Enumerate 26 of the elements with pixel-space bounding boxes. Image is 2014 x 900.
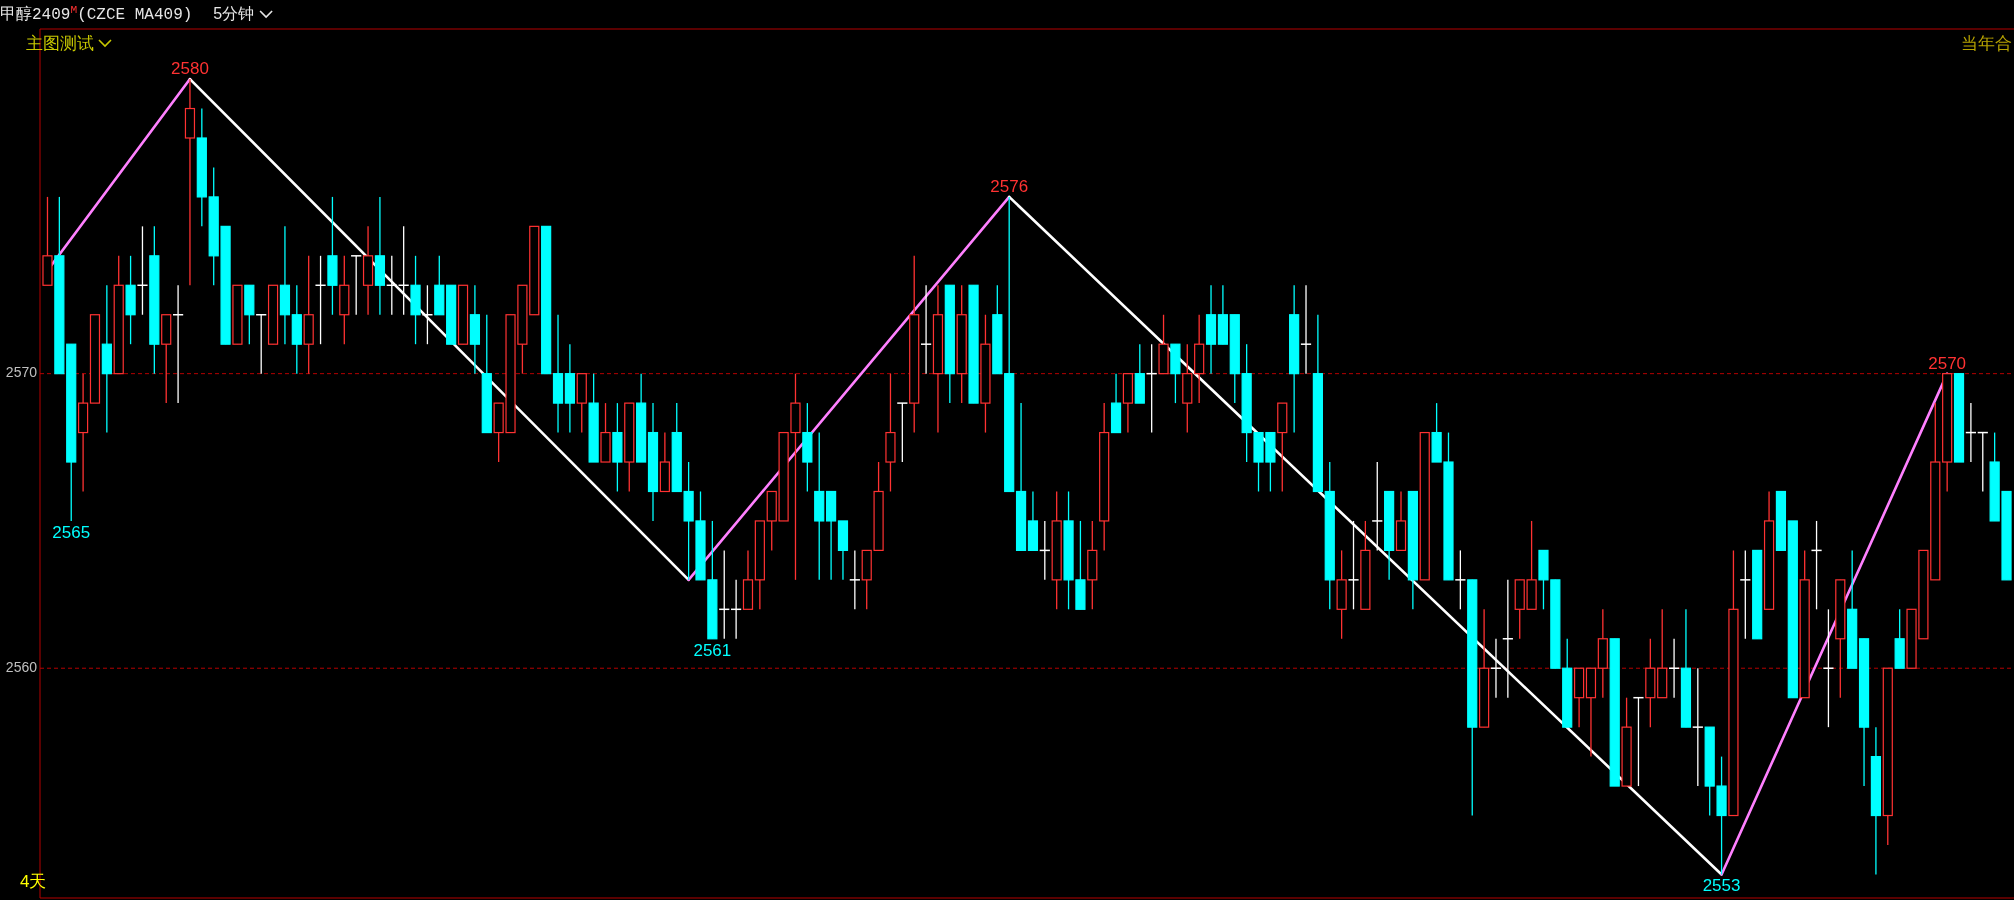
chart-title: 甲醇2409$^{M}$(CZCE MA409) [0, 4, 193, 24]
annotation: 2561 [693, 640, 732, 660]
candlestick [1822, 608, 1835, 728]
annotation: 2576 [990, 176, 1029, 196]
candlestick [350, 255, 363, 316]
annotation: 2565 [52, 522, 91, 542]
candlestick [1668, 638, 1680, 699]
candlestick [1454, 549, 1467, 610]
annotation: 2553 [1702, 876, 1741, 896]
annotation: 主图测试 [26, 34, 94, 53]
chart-subtitle: 5分钟 [213, 5, 255, 22]
candlestick [1502, 579, 1514, 699]
candlestick [896, 402, 909, 463]
annotation: 4天 [20, 872, 47, 891]
candlestick [1347, 520, 1360, 610]
candlestick [848, 549, 861, 610]
candlestick [920, 284, 932, 375]
annotation: 2570 [1928, 353, 1967, 373]
y-tick-label: 2560 [5, 658, 38, 675]
candlestick [1739, 549, 1752, 640]
annotation: 当年合 [1961, 34, 2012, 53]
candlestick [1371, 461, 1384, 552]
candlestick [1691, 667, 1704, 787]
candlestick [1490, 638, 1502, 699]
annotation: 2580 [171, 59, 209, 79]
candlestick [1300, 284, 1312, 375]
